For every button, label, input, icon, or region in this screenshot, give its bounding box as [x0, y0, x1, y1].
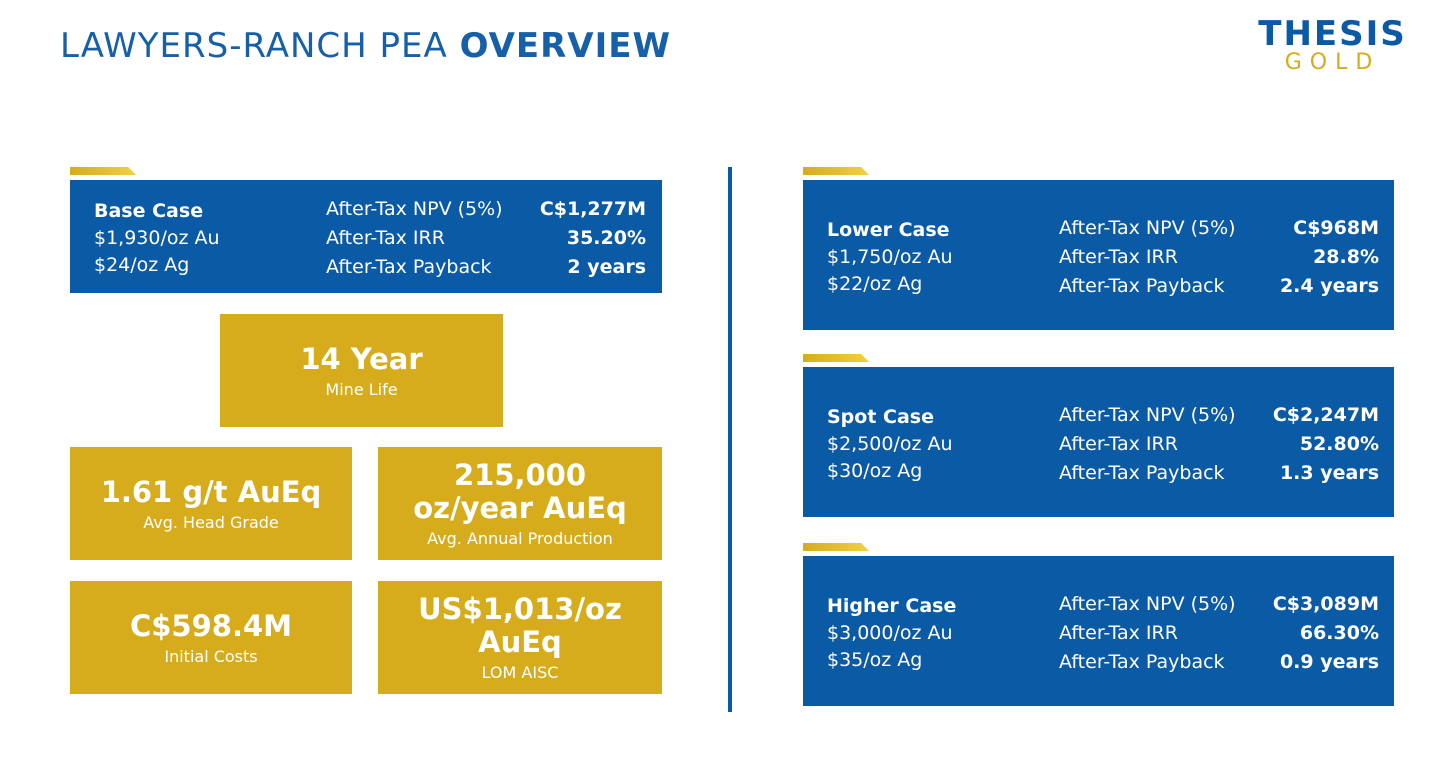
highlight-value: C$598.4M — [129, 608, 293, 643]
metric-row: After-Tax Payback 2.4 years — [1059, 272, 1379, 301]
metric-value: 0.9 years — [1279, 650, 1379, 673]
metric-value: 28.8% — [1313, 245, 1379, 268]
highlight-box: 1.61 g/t AuEq Avg. Head Grade — [70, 447, 352, 560]
metric-label: After-Tax NPV (5%) — [1059, 403, 1236, 426]
metric-label: After-Tax NPV (5%) — [1059, 592, 1236, 615]
logo-top: THESIS — [1258, 14, 1407, 54]
accent-tab — [803, 167, 869, 175]
metric-label: After-Tax NPV (5%) — [1059, 216, 1236, 239]
metric-row: After-Tax IRR 52.80% — [1059, 430, 1379, 459]
case-box: Lower Case $1,750/oz Au $22/oz Ag After-Tax… — [803, 180, 1394, 330]
logo-bottom: GOLD — [1284, 50, 1381, 75]
case-name: Higher Case — [827, 594, 957, 617]
logo: THESIS GOLD — [1250, 14, 1415, 75]
metric-value: 52.80% — [1299, 432, 1379, 455]
case-metrics: After-Tax NPV (5%) C$968M After-Tax IRR 28.… — [1059, 214, 1379, 301]
case-name: Spot Case — [827, 405, 934, 428]
metric-value: 2 years — [567, 256, 646, 278]
metric-row: After-Tax IRR 66.30% — [1059, 619, 1379, 648]
metric-row: After-Tax IRR 35.20% — [326, 224, 646, 253]
case-price: $24/oz Ag — [94, 254, 190, 276]
title-light: LAWYERS-RANCH PEA — [60, 26, 448, 66]
case-box: Base Case $1,930/oz Au $24/oz Ag After-Tax … — [70, 180, 662, 293]
metric-row: After-Tax Payback 2 years — [326, 253, 646, 282]
case-price: $3,000/oz Au — [827, 621, 953, 644]
metric-value: C$2,247M — [1272, 403, 1379, 426]
case-price: $35/oz Ag — [827, 648, 923, 671]
highlight-label: Initial Costs — [164, 646, 258, 666]
metric-label: After-Tax IRR — [326, 227, 445, 249]
case-price: $1,930/oz Au — [94, 227, 220, 249]
highlight-value: 14 Year — [300, 341, 423, 376]
metric-value: 66.30% — [1299, 621, 1379, 644]
highlight-label: LOM AISC — [481, 663, 559, 682]
case-box: Spot Case $2,500/oz Au $30/oz Ag After-Tax … — [803, 367, 1394, 517]
metric-label: After-Tax Payback — [326, 256, 492, 278]
case-name: Lower Case — [827, 218, 950, 241]
metric-row: After-Tax NPV (5%) C$968M — [1059, 214, 1379, 243]
metric-value: C$968M — [1293, 216, 1379, 239]
highlight-box: 14 Year Mine Life — [220, 314, 503, 427]
highlight-box: C$598.4M Initial Costs — [70, 581, 352, 694]
metric-label: After-Tax NPV (5%) — [326, 198, 503, 220]
highlight-value: AuEq — [478, 625, 562, 659]
highlight-value: 215,000 — [453, 458, 587, 492]
highlight-value: US$1,013/oz — [418, 592, 622, 626]
case-prices: Base Case $1,930/oz Au $24/oz Ag — [70, 198, 326, 279]
metric-row: After-Tax IRR 28.8% — [1059, 243, 1379, 272]
title: LAWYERS-RANCH PEA OVERVIEW — [60, 26, 671, 66]
metric-value: C$1,277M — [539, 198, 646, 220]
accent-tab — [803, 354, 869, 362]
case-price: $22/oz Ag — [827, 272, 923, 295]
metric-label: After-Tax IRR — [1059, 245, 1178, 268]
metric-label: After-Tax Payback — [1059, 274, 1225, 297]
title-bold: OVERVIEW — [459, 26, 671, 66]
case-price: $1,750/oz Au — [827, 245, 953, 268]
metric-value: C$3,089M — [1272, 592, 1379, 615]
case-metrics: After-Tax NPV (5%) C$2,247M After-Tax IRR 5… — [1059, 401, 1379, 488]
highlight-label: Avg. Head Grade — [143, 512, 279, 532]
metric-value: 35.20% — [566, 227, 646, 249]
case-prices: Lower Case $1,750/oz Au $22/oz Ag — [803, 217, 1059, 298]
metric-label: After-Tax IRR — [1059, 621, 1178, 644]
metric-row: After-Tax NPV (5%) C$3,089M — [1059, 590, 1379, 619]
accent-tab — [803, 543, 869, 551]
metric-row: After-Tax NPV (5%) C$2,247M — [1059, 401, 1379, 430]
highlight-box: 215,000 oz/year AuEq Avg. Annual Productio… — [378, 447, 662, 560]
case-box: Higher Case $3,000/oz Au $35/oz Ag After-Ta… — [803, 556, 1394, 706]
case-metrics: After-Tax NPV (5%) C$1,277M After-Tax IRR 3… — [326, 195, 646, 282]
case-prices: Higher Case $3,000/oz Au $35/oz Ag — [803, 593, 1059, 674]
metric-value: 1.3 years — [1279, 461, 1379, 484]
highlight-label: Mine Life — [325, 379, 398, 399]
highlight-box: US$1,013/oz AuEq LOM AISC — [378, 581, 662, 694]
metric-row: After-Tax Payback 0.9 years — [1059, 648, 1379, 677]
metric-row: After-Tax NPV (5%) C$1,277M — [326, 195, 646, 224]
metric-label: After-Tax Payback — [1059, 461, 1225, 484]
divider — [728, 167, 732, 712]
case-metrics: After-Tax NPV (5%) C$3,089M After-Tax IRR 6… — [1059, 590, 1379, 677]
accent-tab — [70, 167, 136, 175]
metric-label: After-Tax IRR — [1059, 432, 1178, 455]
case-prices: Spot Case $2,500/oz Au $30/oz Ag — [803, 404, 1059, 485]
metric-label: After-Tax Payback — [1059, 650, 1225, 673]
metric-row: After-Tax Payback 1.3 years — [1059, 459, 1379, 488]
case-price: $2,500/oz Au — [827, 432, 953, 455]
highlight-value: oz/year AuEq — [413, 491, 627, 525]
case-price: $30/oz Ag — [827, 459, 923, 482]
case-name: Base Case — [94, 200, 204, 222]
highlight-label: Avg. Annual Production — [427, 529, 613, 548]
metric-value: 2.4 years — [1279, 274, 1379, 297]
highlight-value: 1.61 g/t AuEq — [100, 474, 322, 509]
